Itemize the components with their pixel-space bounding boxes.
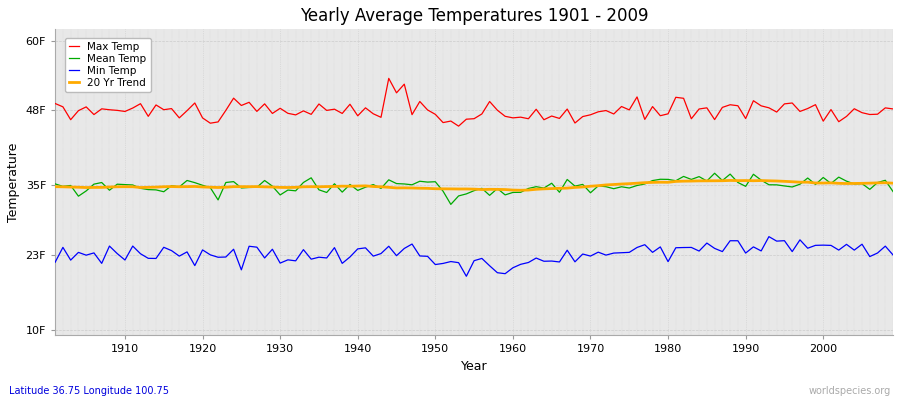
Max Temp: [616, 104, 627, 109]
Max Temp: [887, 106, 898, 111]
Mean Temp: [329, 181, 340, 186]
Min Temp: [516, 262, 526, 267]
Max Temp: [283, 111, 293, 116]
Max Temp: [454, 124, 464, 128]
Min Temp: [283, 258, 293, 262]
20 Yr Trend: [500, 187, 510, 192]
Max Temp: [383, 76, 394, 81]
Legend: Max Temp, Mean Temp, Min Temp, 20 Yr Trend: Max Temp, Mean Temp, Min Temp, 20 Yr Tre…: [65, 38, 151, 92]
Mean Temp: [50, 182, 60, 186]
Title: Yearly Average Temperatures 1901 - 2009: Yearly Average Temperatures 1901 - 2009: [300, 7, 648, 25]
20 Yr Trend: [724, 178, 735, 183]
Text: Latitude 36.75 Longitude 100.75: Latitude 36.75 Longitude 100.75: [9, 386, 169, 396]
Max Temp: [329, 107, 340, 112]
20 Yr Trend: [329, 184, 340, 189]
20 Yr Trend: [112, 184, 122, 189]
Min Temp: [763, 234, 774, 239]
Mean Temp: [112, 182, 122, 187]
Mean Temp: [516, 190, 526, 195]
Min Temp: [50, 260, 60, 265]
Line: 20 Yr Trend: 20 Yr Trend: [55, 180, 893, 190]
20 Yr Trend: [508, 188, 518, 192]
Max Temp: [523, 116, 534, 121]
20 Yr Trend: [283, 185, 293, 190]
Mean Temp: [508, 190, 518, 195]
Min Temp: [329, 245, 340, 250]
Mean Temp: [887, 189, 898, 194]
Max Temp: [50, 101, 60, 106]
Max Temp: [516, 115, 526, 120]
Min Temp: [461, 274, 472, 279]
Min Temp: [608, 251, 619, 256]
Min Temp: [887, 252, 898, 257]
Mean Temp: [446, 202, 456, 207]
20 Yr Trend: [887, 181, 898, 186]
Mean Temp: [608, 186, 619, 191]
Max Temp: [112, 108, 122, 113]
Text: worldspecies.org: worldspecies.org: [809, 386, 891, 396]
Y-axis label: Temperature: Temperature: [7, 143, 20, 222]
X-axis label: Year: Year: [461, 360, 488, 373]
Line: Min Temp: Min Temp: [55, 237, 893, 276]
Min Temp: [508, 265, 518, 270]
Line: Mean Temp: Mean Temp: [55, 173, 893, 204]
20 Yr Trend: [516, 188, 526, 193]
Min Temp: [112, 251, 122, 256]
Mean Temp: [283, 188, 293, 192]
20 Yr Trend: [50, 184, 60, 189]
20 Yr Trend: [608, 182, 619, 187]
Mean Temp: [709, 171, 720, 176]
Line: Max Temp: Max Temp: [55, 78, 893, 126]
